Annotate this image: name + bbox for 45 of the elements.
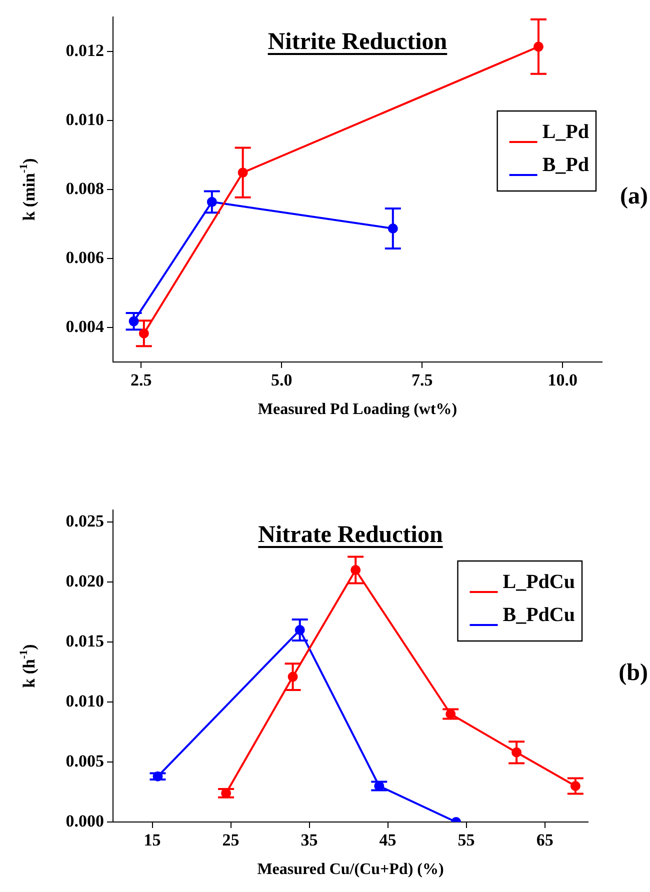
y-tick-label: 0.025 [66, 511, 104, 530]
x-tick-label: 15 [144, 830, 161, 850]
y-tick-label: 0.010 [66, 691, 104, 710]
point [294, 625, 305, 635]
x-tick-label: 7.5 [412, 370, 433, 390]
legend-label: B_Pd [542, 154, 590, 176]
y-tick-label: 0.010 [66, 110, 104, 129]
point [388, 223, 398, 234]
x-tick-label: 55 [458, 830, 475, 850]
legend-label: B_PdCu [502, 604, 576, 626]
point [288, 672, 298, 682]
point [152, 771, 163, 782]
y-tick-label: 0.006 [66, 248, 104, 267]
x-tick-label: 65 [536, 830, 554, 850]
x-tick-label: 45 [379, 830, 396, 850]
point [374, 781, 384, 791]
point [512, 747, 522, 758]
y-tick-label: 0.008 [66, 178, 104, 198]
point [206, 196, 217, 207]
y-tick-label: 0.012 [66, 40, 104, 60]
legend-label: L_PdCu [502, 571, 576, 594]
point [533, 42, 544, 52]
point [238, 168, 248, 178]
text: Nitrite Reduction [266, 28, 448, 57]
y-axis-title: k (min-1) [18, 158, 38, 221]
x-tick-label: 35 [300, 830, 318, 850]
legend-label: L_Pd [542, 121, 590, 144]
y-tick-label: 0.015 [66, 631, 104, 650]
x-axis-title: Measured Cu/(Cu+Pd) (%) [257, 861, 444, 878]
x-tick-label: 25 [222, 830, 240, 850]
text: Nitrate Reduction [257, 521, 444, 550]
y-tick-label: 0.000 [66, 811, 104, 830]
y-tick-label: 0.005 [66, 751, 104, 770]
x-axis-title: Measured Pd Loading (wt%) [258, 401, 458, 418]
x-tick-label: 10.0 [548, 370, 578, 390]
x-tick-label: 2.5 [130, 370, 152, 390]
y-axis-title: k (h-1) [18, 644, 38, 688]
y-tick-label: 0.020 [66, 571, 104, 590]
y-tick-label: 0.004 [66, 316, 104, 336]
point [350, 565, 361, 575]
point [446, 709, 456, 719]
text: (a) [620, 184, 648, 210]
text: (b) [618, 660, 648, 686]
point [138, 328, 149, 338]
x-tick-label: 5.0 [270, 370, 292, 390]
